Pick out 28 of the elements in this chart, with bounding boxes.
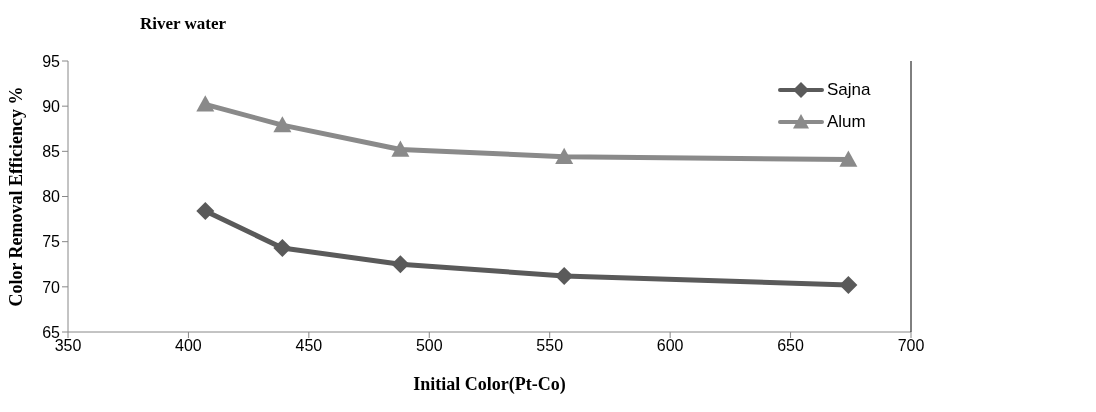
point <box>555 147 574 164</box>
point <box>273 116 292 133</box>
chart-title: River water <box>140 14 227 34</box>
y-tick-label: 70 <box>42 278 61 296</box>
y-tick-label: 90 <box>42 97 61 115</box>
point <box>839 150 858 167</box>
x-tick-label: 450 <box>295 337 323 355</box>
legend-label: Alum <box>827 111 866 133</box>
y-axis-title: Color Removal Efficiency % <box>6 86 27 307</box>
x-tick-label: 650 <box>777 337 805 355</box>
point <box>839 276 858 295</box>
point <box>196 201 215 220</box>
y-tick-label: 85 <box>42 143 61 161</box>
x-tick-label: 700 <box>897 337 925 355</box>
x-tick-label: 500 <box>415 337 443 355</box>
point <box>196 95 215 112</box>
y-tick-label: 95 <box>42 52 61 70</box>
point <box>391 140 410 157</box>
y-tick-label: 80 <box>42 188 61 206</box>
x-tick-label: 550 <box>536 337 564 355</box>
legend-label: Sajna <box>827 79 871 101</box>
point <box>391 255 410 274</box>
x-tick-label: 600 <box>656 337 684 355</box>
x-tick-label: 400 <box>175 337 202 355</box>
x-tick-label: 350 <box>54 337 82 355</box>
x-axis-title: Initial Color(Pt-Co) <box>413 374 566 395</box>
y-tick-label: 75 <box>42 233 61 251</box>
point <box>273 238 292 257</box>
